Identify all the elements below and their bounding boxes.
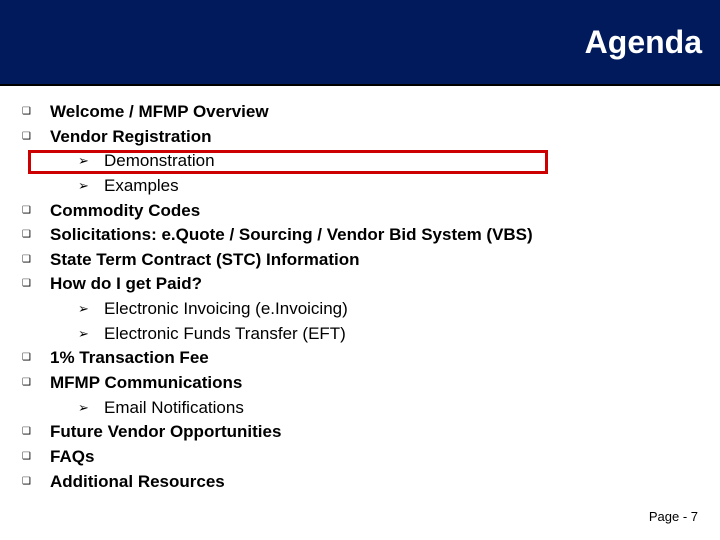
- square-bullet-icon: ❑: [22, 420, 50, 440]
- agenda-item: ❑How do I get Paid?: [22, 272, 698, 297]
- arrow-bullet-icon: ➢: [78, 396, 104, 418]
- arrow-bullet-icon: ➢: [78, 174, 104, 196]
- agenda-item: ❑FAQs: [22, 445, 698, 470]
- agenda-item: ❑Vendor Registration: [22, 125, 698, 150]
- square-bullet-icon: ❑: [22, 248, 50, 268]
- agenda-item: ➢Electronic Funds Transfer (EFT): [22, 322, 698, 347]
- arrow-bullet-icon: ➢: [78, 149, 104, 171]
- agenda-item-text: Vendor Registration: [50, 125, 698, 150]
- agenda-item: ❑Solicitations: e.Quote / Sourcing / Ven…: [22, 223, 698, 248]
- agenda-item-text: How do I get Paid?: [50, 272, 698, 297]
- slide-title: Agenda: [585, 24, 702, 61]
- arrow-bullet-icon: ➢: [78, 297, 104, 319]
- square-bullet-icon: ❑: [22, 125, 50, 145]
- square-bullet-icon: ❑: [22, 199, 50, 219]
- agenda-item: ➢Electronic Invoicing (e.Invoicing): [22, 297, 698, 322]
- agenda-item-text: Electronic Funds Transfer (EFT): [104, 322, 698, 347]
- agenda-item-text: Examples: [104, 174, 698, 199]
- agenda-item-text: Welcome / MFMP Overview: [50, 100, 698, 125]
- agenda-list: ❑Welcome / MFMP Overview❑Vendor Registra…: [22, 100, 698, 494]
- agenda-item-text: Solicitations: e.Quote / Sourcing / Vend…: [50, 223, 698, 248]
- square-bullet-icon: ❑: [22, 272, 50, 292]
- agenda-item-text: State Term Contract (STC) Information: [50, 248, 698, 273]
- agenda-item: ❑Future Vendor Opportunities: [22, 420, 698, 445]
- agenda-item: ➢Email Notifications: [22, 396, 698, 421]
- square-bullet-icon: ❑: [22, 371, 50, 391]
- square-bullet-icon: ❑: [22, 470, 50, 490]
- square-bullet-icon: ❑: [22, 100, 50, 120]
- slide: Agenda ❑Welcome / MFMP Overview❑Vendor R…: [0, 0, 720, 540]
- agenda-item: ❑Commodity Codes: [22, 199, 698, 224]
- agenda-item-text: Future Vendor Opportunities: [50, 420, 698, 445]
- agenda-item-text: Commodity Codes: [50, 199, 698, 224]
- agenda-item-text: 1% Transaction Fee: [50, 346, 698, 371]
- square-bullet-icon: ❑: [22, 346, 50, 366]
- slide-header: Agenda: [0, 0, 720, 86]
- square-bullet-icon: ❑: [22, 223, 50, 243]
- agenda-item-text: MFMP Communications: [50, 371, 698, 396]
- agenda-item: ➢Examples: [22, 174, 698, 199]
- agenda-item: ❑Additional Resources: [22, 470, 698, 495]
- agenda-item: ❑State Term Contract (STC) Information: [22, 248, 698, 273]
- agenda-item: ❑Welcome / MFMP Overview: [22, 100, 698, 125]
- agenda-item-text: Electronic Invoicing (e.Invoicing): [104, 297, 698, 322]
- agenda-item-text: Additional Resources: [50, 470, 698, 495]
- agenda-item-text: Demonstration: [104, 149, 698, 174]
- agenda-item: ➢Demonstration: [22, 149, 698, 174]
- page-footer: Page - 7: [649, 509, 698, 524]
- agenda-item-text: FAQs: [50, 445, 698, 470]
- agenda-item-text: Email Notifications: [104, 396, 698, 421]
- square-bullet-icon: ❑: [22, 445, 50, 465]
- agenda-item: ❑1% Transaction Fee: [22, 346, 698, 371]
- agenda-item: ❑MFMP Communications: [22, 371, 698, 396]
- arrow-bullet-icon: ➢: [78, 322, 104, 344]
